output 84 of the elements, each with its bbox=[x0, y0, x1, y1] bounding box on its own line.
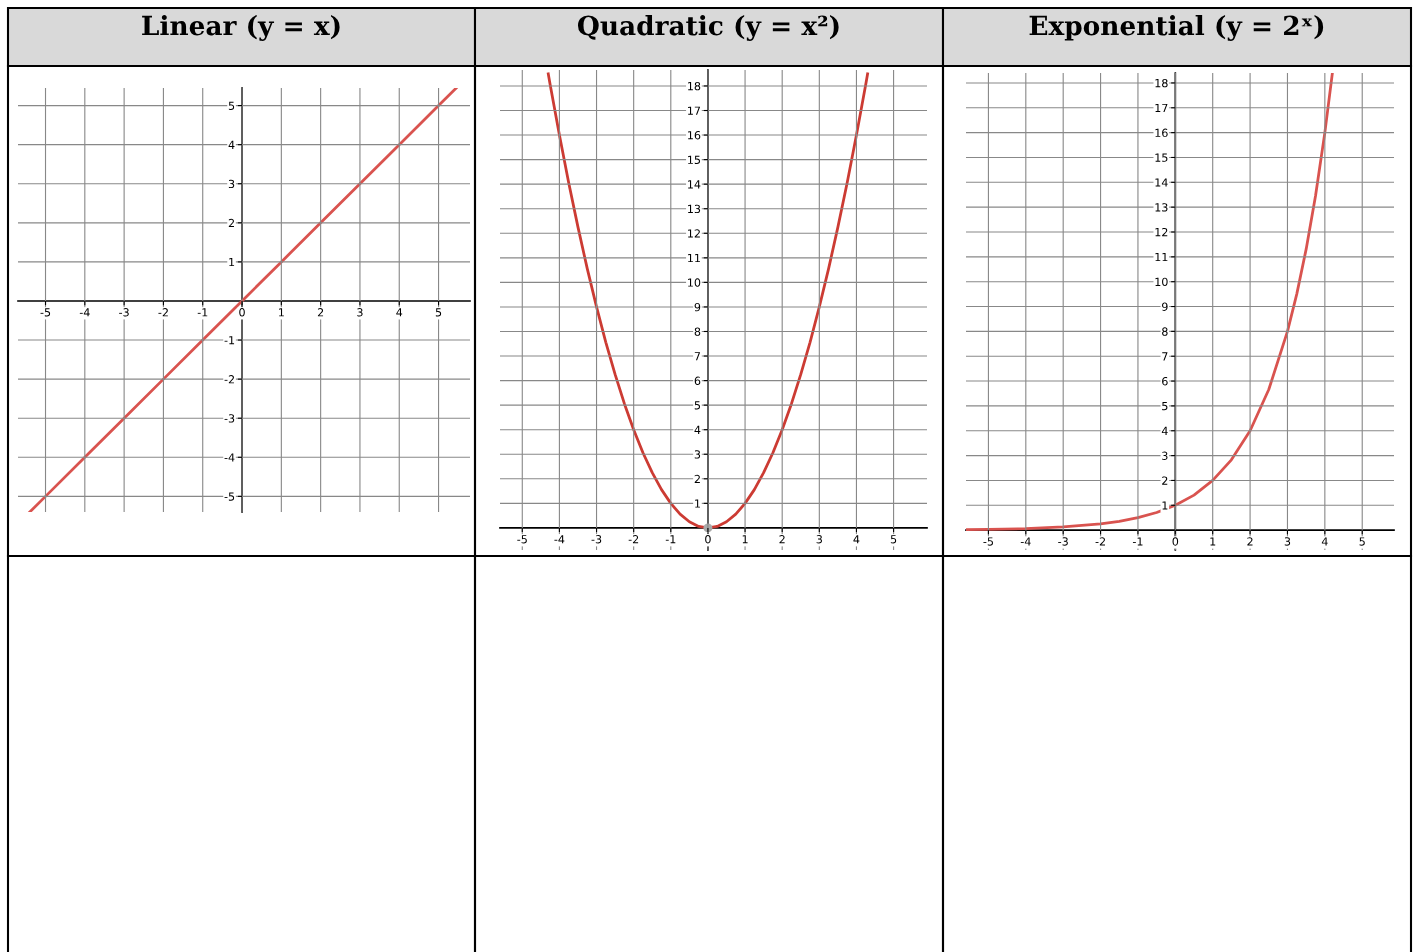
y-tick-label: 9 bbox=[694, 302, 701, 312]
y-tick-label: 16 bbox=[688, 131, 701, 140]
x-tick-label: 3 bbox=[357, 308, 363, 317]
x-tick-label: -1 bbox=[1132, 537, 1143, 546]
y-tick-label: 11 bbox=[688, 253, 700, 263]
x-tick-label: -3 bbox=[119, 308, 129, 317]
y-tick-label: 6 bbox=[694, 376, 701, 385]
x-tick-label: -2 bbox=[158, 308, 168, 317]
y-tick-label: 4 bbox=[694, 425, 701, 434]
y-tick-label: 14 bbox=[688, 180, 701, 189]
y-tick-label: 4 bbox=[1161, 426, 1168, 435]
y-tick-label: 5 bbox=[1162, 402, 1168, 411]
x-tick-label: 5 bbox=[435, 308, 442, 317]
y-tick-label: 2 bbox=[694, 474, 700, 484]
x-tick-label: -4 bbox=[1020, 537, 1031, 546]
x-tick-label: -3 bbox=[1058, 537, 1068, 546]
y-tick-label: 13 bbox=[688, 204, 701, 214]
y-tick-label: 3 bbox=[228, 179, 235, 189]
x-tick-label: -5 bbox=[983, 537, 993, 546]
y-tick-label: 14 bbox=[1155, 178, 1168, 187]
y-tick-label: 10 bbox=[688, 278, 701, 287]
x-tick-label: 1 bbox=[1210, 537, 1216, 546]
y-tick-label: 17 bbox=[688, 106, 701, 115]
x-tick-label: 4 bbox=[396, 308, 403, 317]
x-tick-label: -2 bbox=[628, 535, 639, 544]
x-tick-label: -2 bbox=[1095, 537, 1105, 546]
y-tick-label: 2 bbox=[1162, 476, 1168, 485]
x-tick-label: -5 bbox=[517, 535, 527, 544]
y-tick-label: 3 bbox=[1162, 451, 1168, 460]
y-tick-label: 5 bbox=[694, 401, 701, 410]
x-tick-label: 4 bbox=[853, 535, 860, 544]
y-tick-label: 6 bbox=[1162, 377, 1168, 386]
x-tick-label: -4 bbox=[79, 308, 90, 317]
x-tick-label: 1 bbox=[279, 308, 284, 317]
y-tick-label: 10 bbox=[1155, 277, 1168, 287]
x-tick-label: 5 bbox=[1359, 537, 1365, 546]
y-tick-label: 8 bbox=[1162, 327, 1168, 336]
y-tick-label: 18 bbox=[688, 81, 701, 91]
y-tick-label: -2 bbox=[224, 375, 234, 384]
x-tick-label: 0 bbox=[705, 535, 711, 544]
y-tick-label: 11 bbox=[1155, 252, 1168, 262]
x-tick-label: -1 bbox=[665, 535, 676, 544]
x-tick-label: -5 bbox=[40, 308, 51, 317]
x-tick-label: 4 bbox=[1321, 537, 1328, 546]
x-tick-label: -1 bbox=[197, 308, 208, 317]
y-tick-label: 15 bbox=[1155, 153, 1168, 162]
x-tick-label: 3 bbox=[816, 535, 822, 544]
y-tick-label: 1 bbox=[229, 258, 235, 267]
chart-title: Linear (y = x) bbox=[142, 15, 340, 41]
y-tick-label: -3 bbox=[224, 414, 235, 423]
y-tick-label: 3 bbox=[694, 450, 701, 459]
x-tick-label: -4 bbox=[554, 535, 565, 544]
y-tick-label: -1 bbox=[224, 336, 235, 345]
chart-title: Quadratic (y = x²) bbox=[577, 15, 839, 41]
x-tick-label: -3 bbox=[591, 535, 602, 544]
y-tick-label: 7 bbox=[1162, 352, 1168, 361]
y-tick-label: 17 bbox=[1155, 103, 1168, 112]
y-tick-label: 15 bbox=[688, 155, 701, 164]
y-tick-label: 8 bbox=[694, 327, 701, 336]
y-tick-label: 7 bbox=[694, 352, 701, 361]
x-tick-label: 2 bbox=[779, 535, 785, 544]
y-tick-label: 5 bbox=[228, 101, 235, 110]
x-tick-label: 2 bbox=[1247, 537, 1253, 546]
y-tick-label: 18 bbox=[1155, 78, 1168, 88]
y-tick-label: 1 bbox=[695, 499, 700, 508]
y-tick-label: 1 bbox=[1162, 501, 1168, 510]
chart-title: Exponential (y = 2ˣ) bbox=[1029, 15, 1324, 41]
y-tick-label: 9 bbox=[1162, 302, 1168, 311]
y-tick-label: 2 bbox=[228, 218, 234, 228]
y-tick-label: -5 bbox=[224, 492, 235, 501]
line-series bbox=[966, 73, 1334, 532]
y-tick-label: 12 bbox=[688, 229, 700, 238]
line-series bbox=[28, 88, 458, 512]
y-tick-label: -4 bbox=[224, 453, 235, 462]
x-tick-label: 3 bbox=[1284, 537, 1291, 546]
x-tick-label: 1 bbox=[742, 535, 748, 544]
x-tick-label: 5 bbox=[890, 535, 897, 544]
x-tick-label: 0 bbox=[239, 308, 245, 317]
x-tick-label: 0 bbox=[1172, 537, 1179, 546]
x-tick-label: 2 bbox=[317, 308, 324, 317]
y-tick-label: 4 bbox=[228, 140, 235, 149]
y-tick-label: 12 bbox=[1155, 227, 1168, 237]
y-tick-label: 13 bbox=[1155, 203, 1168, 212]
y-tick-label: 16 bbox=[1155, 128, 1168, 137]
